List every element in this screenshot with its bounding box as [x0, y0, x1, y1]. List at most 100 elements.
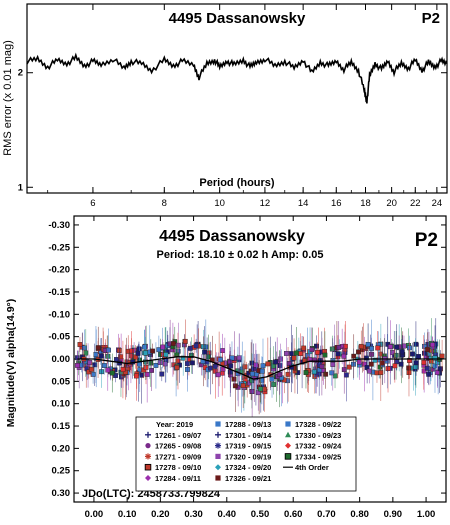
- data-point: [212, 363, 218, 369]
- y-tick-label: -0.25: [48, 242, 70, 253]
- legend-entry-label: 17265 - 09/08: [155, 442, 201, 451]
- data-point: [277, 372, 283, 377]
- data-point: [86, 369, 92, 375]
- data-point: [77, 342, 83, 347]
- data-point: [413, 360, 419, 366]
- y-tick-label: -0.10: [48, 309, 70, 320]
- data-point: [399, 349, 405, 355]
- x-tick-label: 0.30: [184, 509, 203, 520]
- data-point: [341, 367, 347, 373]
- legend-entry-label: 17320 - 09/19: [225, 452, 271, 461]
- data-point: [182, 338, 188, 344]
- legend-marker: [285, 421, 291, 427]
- data-point: [315, 349, 320, 355]
- top-chart-title: 4495 Dassanowsky: [169, 10, 306, 27]
- data-point: [368, 361, 374, 367]
- data-point: [242, 364, 248, 370]
- data-point: [150, 348, 156, 354]
- data-point: [163, 352, 169, 358]
- data-point: [291, 355, 297, 361]
- data-point: [269, 376, 275, 382]
- data-point: [341, 353, 347, 359]
- data-point: [184, 361, 190, 367]
- data-point: [149, 367, 154, 373]
- legend-marker: [284, 453, 292, 460]
- x-tick-label: 0.70: [317, 509, 336, 520]
- data-point: [336, 345, 342, 350]
- data-point: [143, 350, 148, 356]
- x-tick-label: 0.50: [251, 509, 270, 520]
- data-point: [190, 360, 195, 366]
- data-point: [422, 343, 427, 349]
- data-point: [95, 345, 101, 351]
- top-x-axis-label: Period (hours): [199, 177, 275, 189]
- data-point: [217, 357, 223, 363]
- y-tick-label: 2: [18, 68, 23, 79]
- data-point: [413, 341, 419, 347]
- data-point: [253, 362, 259, 368]
- data-point: [367, 368, 372, 374]
- data-point: [388, 344, 393, 350]
- legend-marker: [215, 475, 221, 481]
- x-tick-label: 6: [90, 198, 95, 209]
- legend-box: [135, 416, 357, 492]
- data-point: [135, 350, 141, 356]
- data-point: [398, 361, 404, 367]
- data-point: [260, 363, 266, 369]
- x-tick-label: 16: [331, 198, 342, 209]
- data-point: [120, 367, 126, 372]
- data-point: [79, 362, 84, 368]
- data-point: [93, 352, 99, 357]
- data-point: [153, 363, 159, 368]
- y-tick-label: 0.05: [52, 376, 71, 387]
- legend-marker: [285, 442, 291, 449]
- data-point: [249, 371, 255, 377]
- legend-marker: [215, 453, 221, 459]
- data-point: [220, 348, 225, 354]
- data-point: [343, 343, 348, 349]
- legend-entry-label: 17271 - 09/09: [155, 452, 201, 461]
- data-point: [413, 364, 418, 370]
- data-point: [273, 359, 278, 365]
- x-tick-label: 18: [360, 198, 371, 209]
- data-point: [75, 363, 80, 368]
- y-tick-label: -0.05: [48, 332, 70, 343]
- y-tick-label: 1: [18, 182, 24, 193]
- x-tick-label: 0.20: [151, 509, 170, 520]
- data-point: [298, 351, 303, 357]
- plot-frame: [26, 3, 448, 194]
- data-point: [141, 344, 147, 350]
- legend-entry-label: 17330 - 09/23: [295, 431, 341, 440]
- x-tick-label: 0.80: [350, 509, 369, 520]
- y-tick-label: -0.30: [48, 220, 70, 231]
- legend-entry-label: 17301 - 09/14: [225, 431, 272, 440]
- data-point: [346, 364, 352, 370]
- data-points: [74, 316, 445, 420]
- data-point: [215, 372, 221, 378]
- data-point: [322, 352, 328, 358]
- rms-series-line: [26, 52, 448, 104]
- data-point: [258, 386, 263, 392]
- y-tick-label: -0.20: [48, 265, 70, 276]
- data-point: [236, 355, 242, 361]
- data-point: [358, 343, 364, 349]
- legend-marker: [145, 443, 151, 449]
- data-point: [421, 368, 427, 374]
- x-tick-label: 10: [214, 198, 225, 209]
- x-tick-label: 1.00: [417, 509, 436, 520]
- fit-curve: [77, 356, 443, 380]
- data-point: [301, 345, 307, 351]
- x-tick-label: 22: [410, 198, 421, 209]
- data-point: [259, 368, 265, 374]
- data-point: [123, 369, 128, 375]
- y-tick-label: 0.00: [52, 354, 71, 365]
- data-point: [330, 362, 336, 367]
- data-point: [92, 362, 98, 368]
- legend-header: Year: 2019: [156, 420, 193, 429]
- data-point: [87, 360, 93, 365]
- data-point: [394, 359, 400, 365]
- data-point: [375, 345, 381, 351]
- data-point: [143, 364, 149, 370]
